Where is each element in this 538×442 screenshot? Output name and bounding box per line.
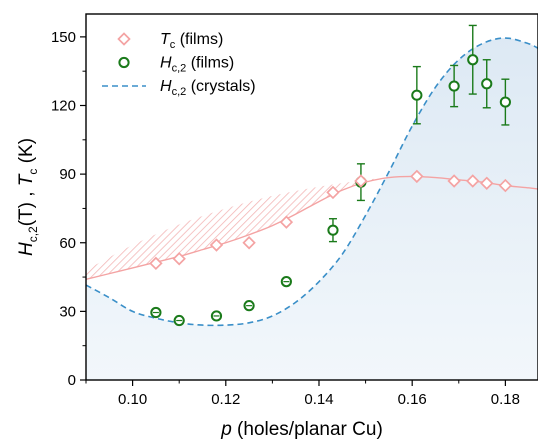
tc-films-marker: [326, 185, 340, 200]
tc-hatched-band: [86, 177, 389, 280]
hc2-films-marker: [499, 96, 511, 108]
hc2-films-point: [448, 64, 460, 108]
y-tick-label: 90: [59, 166, 76, 183]
y-tick-label: 60: [59, 235, 76, 252]
tc-films-marker: [354, 174, 368, 188]
hc2-films-marker: [327, 224, 339, 236]
legend-tc-marker: [117, 32, 131, 46]
tc-films-marker: [480, 176, 494, 190]
hc2-films-point: [150, 306, 162, 319]
x-axis-label: p (holes/planar Cu): [220, 419, 383, 440]
hc2-films-point: [411, 65, 423, 125]
hc2-films-marker: [467, 54, 479, 66]
x-tick-label: 0.16: [398, 391, 427, 408]
hc2-films-point: [210, 310, 223, 322]
tc-films-marker: [242, 236, 256, 250]
tc-films-marker: [410, 169, 424, 184]
legend-entry: Tc (films): [117, 31, 223, 51]
hc2-films-marker: [411, 89, 423, 101]
plot-data: [85, 24, 538, 327]
hc2-films-point: [467, 24, 479, 95]
legend-label: Hc,2 (films): [160, 55, 234, 75]
hc2-crystals-line: [85, 37, 538, 327]
x-tick-label: 0.10: [118, 391, 147, 408]
plot-background: [86, 38, 538, 381]
hc2-films-point: [280, 276, 292, 288]
hc2-films-point: [327, 218, 339, 243]
tc-films-marker: [447, 174, 461, 188]
tc-films-marker: [172, 252, 186, 266]
legend-entry: Hc,2 (films): [118, 55, 234, 75]
hc2-films-point: [499, 78, 511, 126]
hc2-films-marker: [481, 78, 493, 90]
hc2-films-point: [243, 300, 255, 312]
tc-films-marker: [279, 215, 294, 229]
y-tick-label: 150: [51, 29, 76, 46]
tc-films-marker: [209, 238, 224, 252]
hc2-films-point: [173, 314, 185, 327]
crystals-shaded-region: [86, 38, 538, 381]
legend: Tc (films) Hc,2 (films) Hc,2 (crystals): [102, 31, 256, 98]
y-tick-label: 0: [68, 372, 76, 389]
x-tick-label: 0.14: [304, 391, 333, 408]
hc2-films-marker: [448, 80, 460, 92]
legend-entry: Hc,2 (crystals): [102, 78, 256, 98]
legend-label: Hc,2 (crystals): [160, 78, 256, 98]
legend-label: Tc (films): [160, 31, 223, 51]
x-tick-label: 0.18: [491, 391, 520, 408]
y-tick-label: 120: [51, 98, 76, 115]
tc-films-marker: [466, 174, 480, 188]
hc2-films-point: [481, 59, 493, 109]
legend-hc2-films-marker: [118, 56, 130, 69]
x-tick-label: 0.12: [211, 391, 240, 408]
tc-films-marker: [149, 256, 163, 271]
tc-films-marker: [498, 178, 513, 193]
plot-frame: [85, 13, 538, 381]
axes: 0.10 0.12 0.14 0.16 0.18 0 30 60 90 120 150 p (hole…: [16, 13, 538, 440]
y-tick-label: 30: [59, 303, 76, 320]
y-axis-label: Hc,2(T) , Tc (K): [16, 138, 40, 256]
